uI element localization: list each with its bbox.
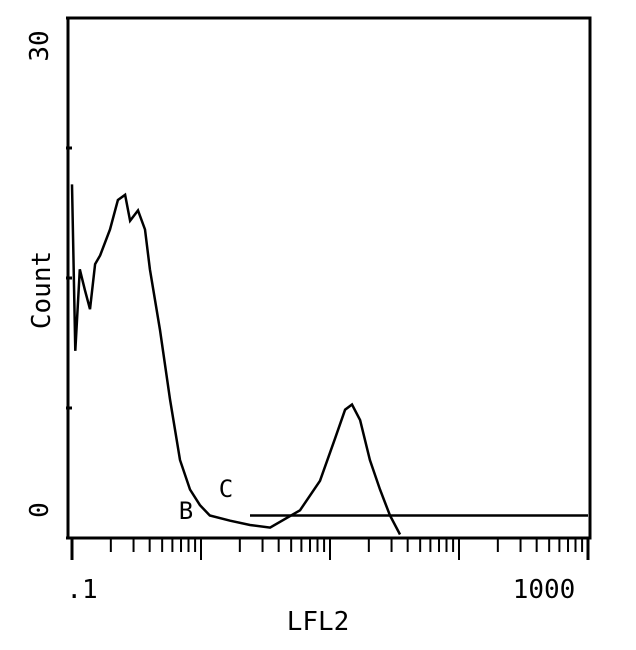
curve-annotation: B: [179, 497, 193, 525]
x-tick-label: .1: [66, 575, 97, 605]
curve-annotation: C: [219, 475, 233, 503]
y-axis-label: Count: [27, 251, 57, 329]
y-tick-label: 0: [25, 502, 55, 518]
histogram-line: [70, 184, 402, 536]
plot-frame: [66, 16, 592, 540]
x-axis-label: LFL2: [287, 607, 350, 637]
x-tick-label: 1000: [513, 575, 576, 605]
y-tick-label: 30: [25, 30, 55, 61]
